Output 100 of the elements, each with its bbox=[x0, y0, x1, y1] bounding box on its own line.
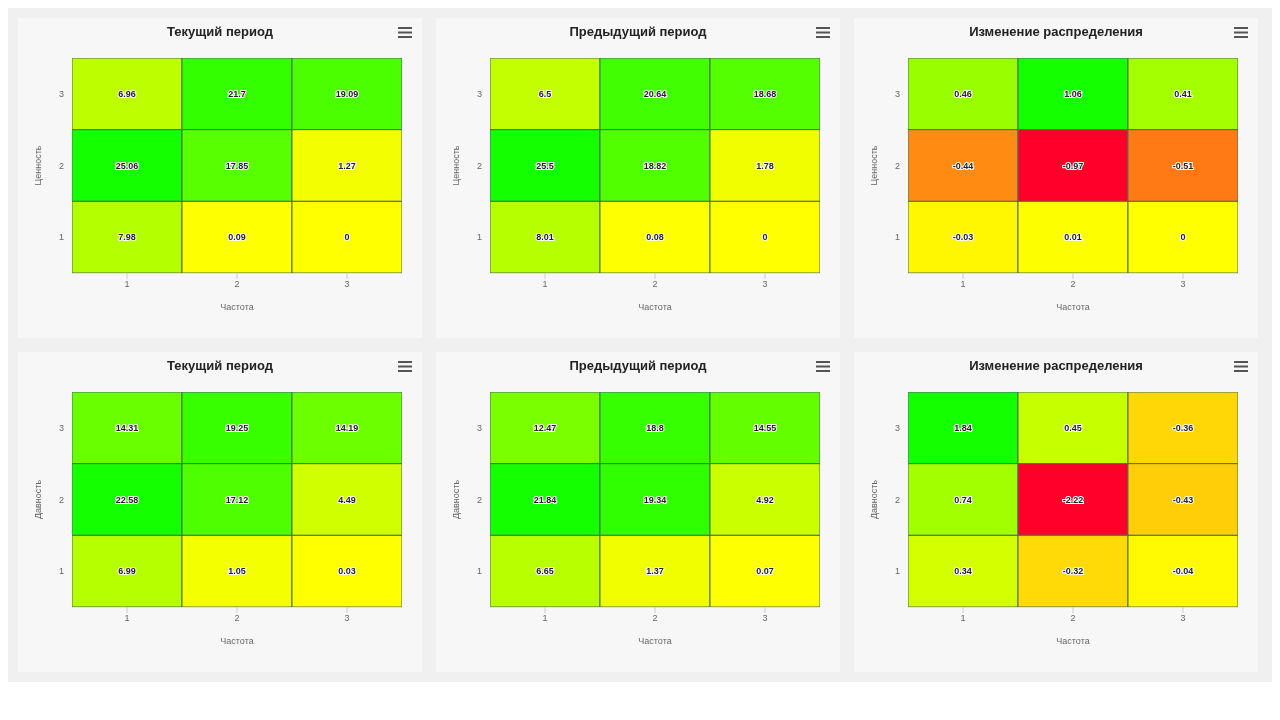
chart-title: Изменение распределения bbox=[968, 358, 1144, 375]
x-tick-label: 1 bbox=[124, 613, 130, 624]
data-label: -0.04 bbox=[1172, 566, 1194, 577]
x-axis-title: Частота bbox=[638, 302, 672, 312]
chart-title: Предыдущий период bbox=[568, 358, 708, 375]
y-tick-label: 1 bbox=[58, 566, 64, 577]
data-label: 18.82 bbox=[643, 160, 667, 171]
x-tick-label: 2 bbox=[1070, 613, 1076, 624]
data-label: 1.27 bbox=[338, 160, 356, 171]
y-axis-title: Давность bbox=[869, 479, 880, 520]
y-axis-title: Ценность bbox=[451, 145, 462, 186]
x-tick-label: 2 bbox=[234, 613, 240, 624]
data-label: 6.65 bbox=[536, 566, 554, 577]
x-tick-label: 1 bbox=[124, 279, 130, 290]
data-label: 0.46 bbox=[954, 88, 972, 99]
data-label: 25.5 bbox=[536, 160, 554, 171]
data-label: -2.22 bbox=[1062, 494, 1084, 505]
y-tick-label: 2 bbox=[894, 494, 900, 505]
data-label: 1.37 bbox=[646, 566, 664, 577]
data-label: 19.25 bbox=[225, 422, 249, 433]
data-label: 4.92 bbox=[756, 494, 774, 505]
data-label: 14.19 bbox=[335, 422, 359, 433]
x-tick-label: 1 bbox=[960, 279, 966, 290]
x-axis-title: Частота bbox=[1056, 302, 1090, 312]
y-tick-label: 3 bbox=[894, 89, 900, 100]
data-label: 21.84 bbox=[533, 494, 557, 505]
data-label: -0.44 bbox=[952, 160, 974, 171]
chart-title: Текущий период bbox=[166, 358, 274, 375]
x-tick-label: 3 bbox=[344, 279, 350, 290]
data-label: 0.34 bbox=[954, 566, 972, 577]
x-tick-label: 1 bbox=[542, 279, 548, 290]
data-label: -0.03 bbox=[952, 232, 974, 243]
x-tick-label: 2 bbox=[1070, 279, 1076, 290]
y-tick-label: 2 bbox=[894, 160, 900, 171]
x-tick-label: 3 bbox=[762, 279, 768, 290]
data-label: 25.06 bbox=[115, 160, 139, 171]
data-label: 21.7 bbox=[228, 88, 246, 99]
data-label: 0.01 bbox=[1064, 232, 1082, 243]
data-label: -0.51 bbox=[1172, 160, 1194, 171]
y-tick-label: 1 bbox=[58, 232, 64, 243]
y-tick-label: 1 bbox=[476, 566, 482, 577]
x-tick-label: 2 bbox=[652, 279, 658, 290]
data-label: 0.45 bbox=[1064, 422, 1082, 433]
y-tick-label: 3 bbox=[58, 423, 64, 434]
data-label: 0.41 bbox=[1174, 88, 1192, 99]
chart-title: Изменение распределения bbox=[968, 24, 1144, 41]
data-label: 0 bbox=[1180, 232, 1186, 243]
y-tick-label: 1 bbox=[476, 232, 482, 243]
data-label: 0.07 bbox=[756, 566, 774, 577]
data-label: 0.08 bbox=[646, 232, 664, 243]
data-label: 14.55 bbox=[753, 422, 777, 433]
y-tick-label: 1 bbox=[894, 566, 900, 577]
data-label: -0.36 bbox=[1172, 422, 1194, 433]
data-label: -0.32 bbox=[1062, 566, 1084, 577]
data-label: 6.5 bbox=[538, 88, 552, 99]
y-tick-label: 3 bbox=[476, 89, 482, 100]
x-axis-title: Частота bbox=[220, 636, 254, 646]
x-tick-label: 1 bbox=[542, 613, 548, 624]
data-label: 8.01 bbox=[536, 232, 554, 243]
x-tick-label: 1 bbox=[960, 613, 966, 624]
data-label: 22.58 bbox=[115, 494, 139, 505]
data-label: 1.84 bbox=[954, 422, 972, 433]
data-label: 0.74 bbox=[954, 494, 972, 505]
x-tick-label: 3 bbox=[344, 613, 350, 624]
y-axis-title: Давность bbox=[451, 479, 462, 520]
data-label: 0 bbox=[344, 232, 350, 243]
data-label: 18.68 bbox=[753, 88, 777, 99]
y-tick-label: 2 bbox=[58, 494, 64, 505]
x-axis-title: Частота bbox=[638, 636, 672, 646]
x-axis-title: Частота bbox=[1056, 636, 1090, 646]
data-label: 1.78 bbox=[756, 160, 774, 171]
data-label: 6.96 bbox=[118, 88, 136, 99]
y-tick-label: 3 bbox=[58, 89, 64, 100]
chart-title: Предыдущий период bbox=[568, 24, 708, 41]
x-tick-label: 2 bbox=[652, 613, 658, 624]
data-label: -0.43 bbox=[1172, 494, 1194, 505]
chart-title: Текущий период bbox=[166, 24, 274, 41]
data-label: 20.64 bbox=[643, 88, 667, 99]
data-label: 7.98 bbox=[118, 232, 136, 243]
data-label: 0.09 bbox=[228, 232, 246, 243]
y-tick-label: 2 bbox=[476, 160, 482, 171]
y-axis-title: Давность bbox=[33, 479, 44, 520]
y-axis-title: Ценность bbox=[33, 145, 44, 186]
x-axis-title: Частота bbox=[220, 302, 254, 312]
data-label: 17.12 bbox=[225, 494, 249, 505]
y-axis-title: Ценность bbox=[869, 145, 880, 186]
y-tick-label: 3 bbox=[894, 423, 900, 434]
x-tick-label: 2 bbox=[234, 279, 240, 290]
y-tick-label: 2 bbox=[476, 494, 482, 505]
data-label: 4.49 bbox=[338, 494, 356, 505]
data-label: -0.97 bbox=[1062, 160, 1084, 171]
data-label: 18.8 bbox=[646, 422, 664, 433]
y-tick-label: 2 bbox=[58, 160, 64, 171]
data-label: 1.05 bbox=[228, 566, 246, 577]
x-tick-label: 3 bbox=[1180, 613, 1186, 624]
data-label: 14.31 bbox=[115, 422, 139, 433]
data-label: 1.06 bbox=[1064, 88, 1082, 99]
data-label: 19.34 bbox=[643, 494, 667, 505]
data-label: 0.03 bbox=[338, 566, 356, 577]
data-label: 19.09 bbox=[335, 88, 359, 99]
